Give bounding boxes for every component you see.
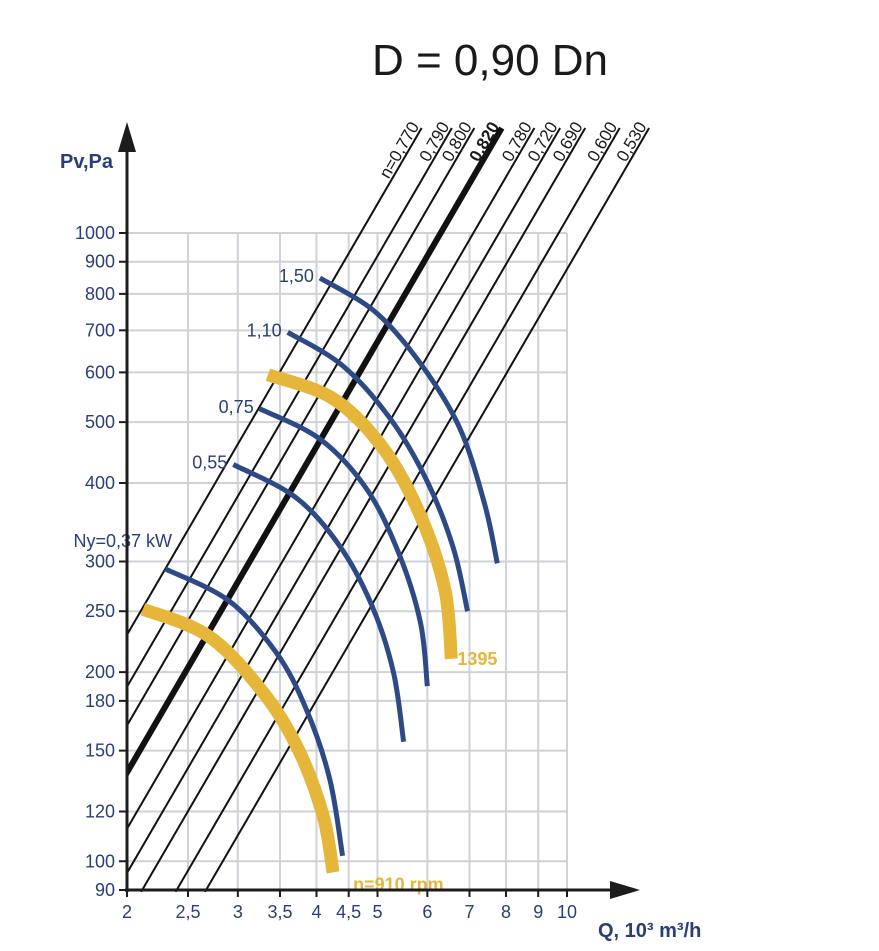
x-tick-label: 8 — [501, 902, 511, 922]
y-tick-label: 300 — [85, 552, 115, 572]
power-curve-label: 0,75 — [219, 397, 254, 417]
power-curve-label: 0,55 — [192, 453, 227, 473]
y-tick-label: 180 — [85, 691, 115, 711]
speed-curve — [265, 368, 458, 660]
x-tick-label: 2,5 — [175, 902, 200, 922]
power-curve — [232, 462, 407, 743]
chart-title: D = 0,90 Dn — [372, 36, 608, 85]
performance-curves — [140, 275, 500, 874]
y-tick-label: 120 — [85, 802, 115, 822]
y-tick-label: 250 — [85, 601, 115, 621]
y-tick-label: 400 — [85, 473, 115, 493]
speed-curve — [140, 603, 340, 874]
x-axis-arrow-icon — [610, 881, 640, 899]
efficiency-line — [127, 127, 561, 875]
y-axis-arrow-icon — [118, 122, 136, 152]
power-curve — [318, 275, 500, 564]
y-tick-label: 100 — [85, 851, 115, 871]
efficiency-label: 0,530 — [613, 119, 651, 165]
y-tick-label: 900 — [85, 252, 115, 272]
x-tick-label: 4 — [311, 902, 321, 922]
efficiency-line — [140, 127, 587, 892]
efficiency-line — [174, 127, 621, 892]
y-tick-label: 600 — [85, 362, 115, 382]
x-tick-label: 5 — [372, 902, 382, 922]
efficiency-line — [127, 127, 453, 689]
y-tick-label: 1000 — [75, 223, 115, 243]
x-tick-label: 10 — [557, 902, 577, 922]
power-curve — [286, 330, 470, 612]
efficiency-labels: n=0,7700,7900,8000,8200,7800,7200,6900,6… — [376, 118, 651, 181]
y-tick-label: 90 — [95, 880, 115, 900]
x-tick-label: 3,5 — [267, 902, 292, 922]
y-tick-labels: 90 100 120 150 180 200 250 300 400 500 600 700 800 90… — [75, 223, 127, 900]
x-tick-label: 6 — [422, 902, 432, 922]
x-axis-label: Q, 10³ m³/h — [598, 920, 701, 942]
y-tick-label: 200 — [85, 662, 115, 682]
efficiency-line — [127, 126, 505, 779]
efficiency-line — [127, 127, 423, 637]
power-curve-label: 1,10 — [247, 320, 282, 340]
power-curve-label: Ny=0,37 kW — [73, 531, 172, 551]
y-axis-label: Pv,Pa — [60, 151, 114, 173]
efficiency-line — [204, 127, 650, 892]
speed-curve-label: 1395 — [457, 649, 497, 669]
power-curve — [258, 406, 430, 687]
power-curve-label: 1,50 — [279, 266, 314, 286]
x-tick-labels: 2 2,5 3 3,5 4 4,5 5 6 7 8 9 10 — [122, 890, 577, 922]
x-tick-label: 2 — [122, 902, 132, 922]
efficiency-label: n=0,770 — [376, 119, 423, 182]
efficiency-line — [127, 127, 476, 728]
y-tick-label: 500 — [85, 412, 115, 432]
y-tick-label: 800 — [85, 284, 115, 304]
power-curve — [164, 566, 346, 857]
y-tick-label: 700 — [85, 320, 115, 340]
x-tick-label: 7 — [464, 902, 474, 922]
x-tick-label: 3 — [233, 902, 243, 922]
x-tick-label: 4,5 — [336, 902, 361, 922]
y-tick-label: 150 — [85, 741, 115, 761]
x-tick-label: 9 — [533, 902, 543, 922]
